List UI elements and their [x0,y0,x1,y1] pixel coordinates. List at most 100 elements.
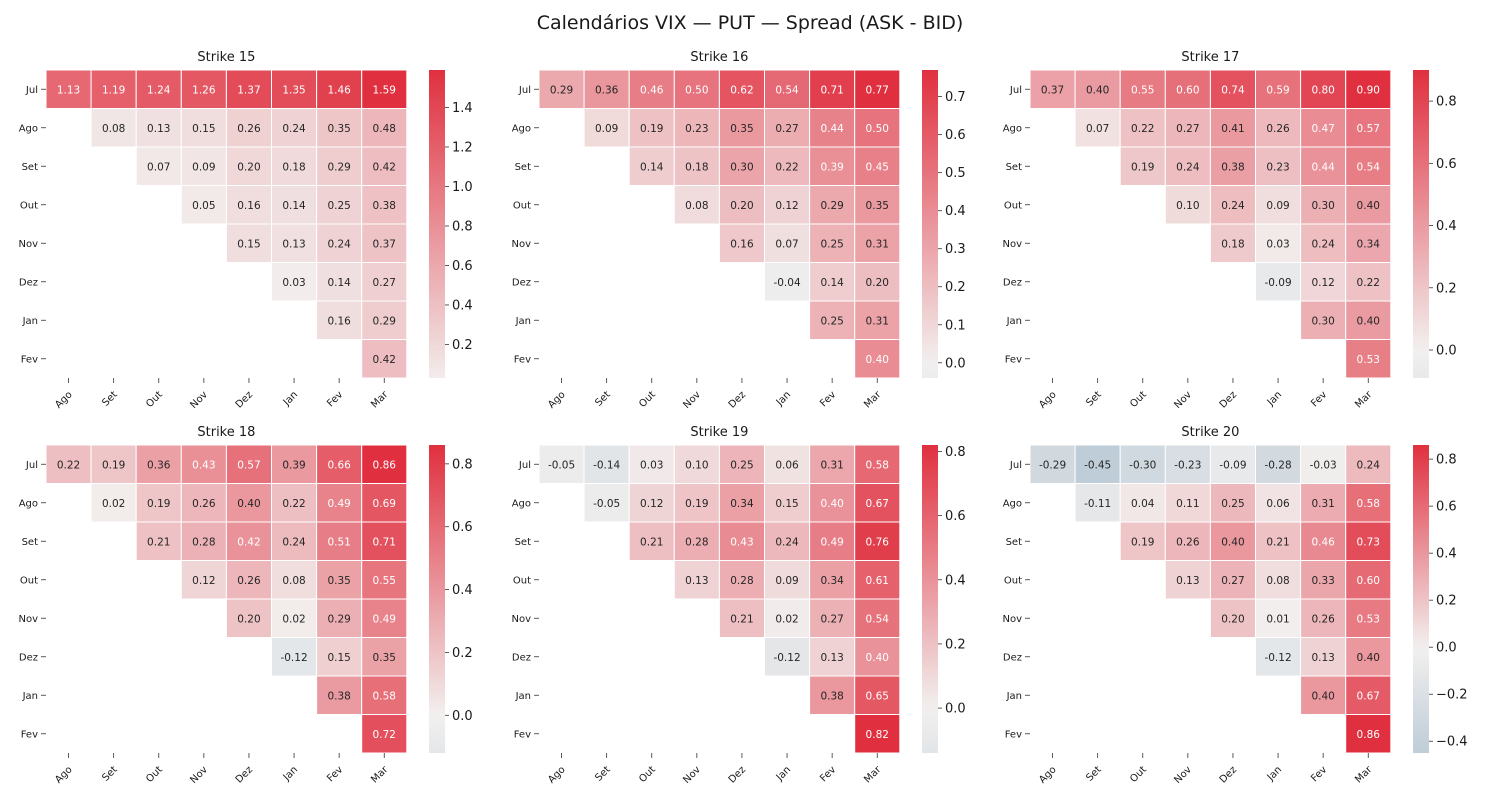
cell-value-label: 0.26 [192,498,216,510]
heatmap-cell [809,69,856,109]
cell-value-label: 0.23 [1266,161,1289,173]
heatmap-cell [180,108,227,148]
y-tick-label: Jan [22,691,38,702]
heatmap-cell [316,483,363,523]
cell-value-label: 0.13 [685,575,708,587]
heatmap-cell [1300,300,1347,340]
cell-value-label: 0.22 [1131,123,1154,135]
cell-value-label: 0.37 [373,238,396,250]
cell-value-label: 0.39 [282,459,305,471]
cell-value-label: 0.08 [282,575,305,587]
cell-value-label: 0.58 [1357,498,1380,510]
cell-value-label: 0.35 [730,123,753,135]
cell-value-label: -0.09 [1264,277,1291,289]
colorbar [1413,445,1429,753]
heatmap-cell [316,262,363,302]
x-tick-label: Out [144,764,165,785]
cell-value-label: 0.71 [373,536,396,548]
heatmap-cell [854,560,901,600]
heatmap-cell [135,444,182,484]
cell-value-label: 0.49 [373,613,396,625]
figure-title: Calendários VIX — PUT — Spread (ASK - BI… [536,12,964,34]
heatmap-cell [718,69,766,109]
y-tick-label: Out [20,200,38,211]
heatmap-cell [538,444,585,484]
colorbar-tick-label: 0.4 [452,583,473,598]
cell-value-label: 0.24 [327,238,351,250]
heatmap-cell [225,108,272,148]
heatmap-cell [673,560,720,600]
cell-value-label: 0.16 [730,238,754,250]
heatmap-cell [361,521,408,561]
colorbar-tick-label: 0.4 [1436,219,1457,234]
heatmap-cell [1345,714,1392,754]
y-tick-label: Dez [512,652,531,663]
heatmap-cell [180,560,227,600]
y-tick-label: Jan [1006,316,1022,327]
cell-value-label: 1.26 [192,84,216,96]
heatmap-cell [1074,483,1121,523]
cell-value-label: 0.38 [820,690,843,702]
cell-value-label: 0.26 [1311,613,1335,625]
cell-value-label: -0.12 [280,652,307,664]
heatmap-cell [271,521,318,561]
cell-value-label: 0.27 [820,613,843,625]
x-tick-label: Set [100,389,119,408]
cell-value-label: 0.29 [550,84,573,96]
heatmap-cell [1300,637,1347,677]
cell-value-label: 0.57 [237,459,260,471]
heatmap-cell [1255,185,1302,225]
cell-value-label: 0.44 [1311,161,1335,173]
cell-value-label: -0.30 [1129,459,1156,471]
heatmap-cell [271,262,318,302]
x-tick-label: Jan [1265,764,1284,783]
cell-value-label: 0.02 [102,498,125,510]
heatmap-cell [628,108,675,148]
x-tick-label: Nov [188,389,210,411]
cell-value-label: 0.38 [1221,161,1244,173]
cell-value-label: 0.54 [775,84,799,96]
heatmap-cell [1345,560,1392,600]
heatmap-cell [361,637,408,677]
heatmap-cell [90,483,137,523]
heatmap-cell [361,560,408,600]
cell-value-label: 0.02 [775,613,798,625]
cell-value-label: 0.31 [1311,498,1334,510]
cell-value-label: 0.47 [1311,123,1334,135]
y-tick-label: Fev [514,354,531,365]
colorbar-tick-label: 0.2 [945,637,966,652]
y-tick-label: Nov [18,614,38,625]
y-tick-label: Out [513,200,531,211]
y-tick-label: Set [22,537,39,548]
heatmap-cell [1300,223,1347,263]
y-tick-label: Set [1006,537,1023,548]
cell-value-label: 0.24 [1221,200,1245,212]
y-tick-label: Jul [518,460,531,471]
cell-value-label: 0.20 [237,613,260,625]
cell-value-label: 0.07 [147,161,170,173]
colorbar-tick-label: 0.4 [452,298,473,313]
cell-value-label: 0.25 [1221,498,1244,510]
cell-value-label: 0.43 [730,536,753,548]
heatmap-cell [583,444,630,484]
heatmap-cell [854,675,901,715]
heatmap-cell [718,146,766,186]
heatmap-cell [271,146,318,186]
cell-value-label: 0.25 [327,200,350,212]
heatmap-cell [583,483,630,523]
y-tick-label: Out [1004,200,1022,211]
colorbar-tick-label: 1.2 [452,141,473,156]
cell-value-label: 0.16 [237,200,261,212]
cell-value-label: 0.27 [1176,123,1199,135]
heatmap-cell [1345,675,1392,715]
cell-value-label: 0.48 [373,123,396,135]
cell-value-label: 0.30 [730,161,753,173]
cell-value-label: 0.19 [1131,161,1154,173]
cell-value-label: 0.19 [102,459,125,471]
cell-value-label: 0.25 [820,315,843,327]
colorbar-tick-label: 0.4 [1436,547,1457,562]
x-tick-label: Mar [862,764,884,786]
cell-value-label: 0.53 [1357,613,1380,625]
heatmap-cell [271,69,318,109]
